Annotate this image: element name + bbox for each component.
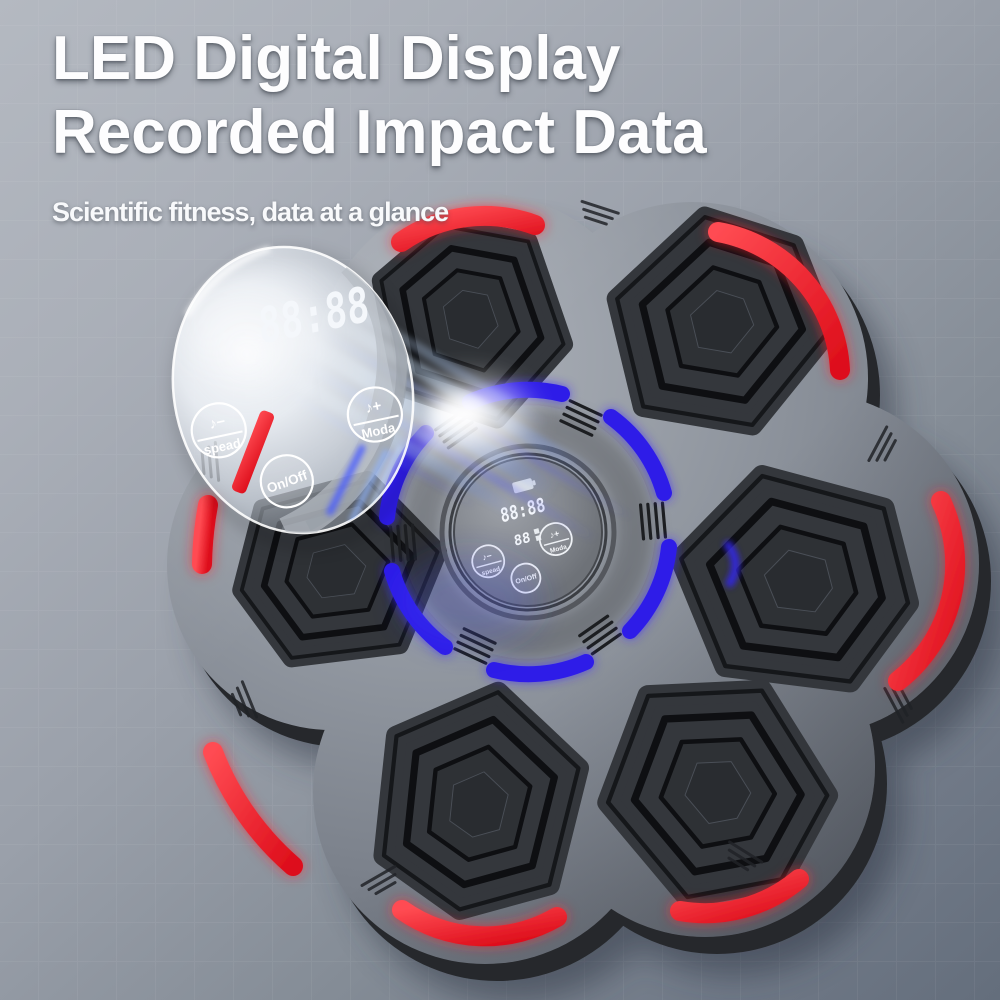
headline-line-1: LED Digital Display: [52, 24, 621, 93]
headline-line-2: Recorded Impact Data: [52, 98, 707, 167]
hub-recess: [401, 405, 655, 659]
svg-text:Moda: Moda: [549, 544, 568, 555]
lens-power-button: On/Off: [259, 454, 314, 509]
lens-sheen: [180, 278, 324, 374]
headline: LED Digital Display Recorded Impact Data: [52, 22, 707, 170]
svg-text:Moda: Moda: [360, 420, 397, 442]
hub-counter-display: 88: [513, 530, 532, 550]
blue-light-streak: [723, 540, 740, 588]
hub-mode-button[interactable]: ♪+ Moda: [536, 519, 575, 558]
music-minus-icon: ♪−: [207, 413, 227, 433]
red-led-strips: [192, 205, 966, 947]
lens-red-led-magnified: [232, 410, 274, 494]
subtitle: Scientific fitness, data at a glance: [52, 197, 449, 227]
music-plus-icon: ♪+: [364, 397, 384, 417]
magnifier-lens: 88:88 ♪− spead ♪+ Moda On/Off: [171, 245, 415, 546]
lens-light-streaks: [326, 444, 402, 523]
lens-rim-highlight: [184, 245, 272, 317]
lens-mode-button: ♪+ Moda: [346, 386, 403, 443]
light-core: [436, 396, 488, 432]
music-plus-icon: ♪+: [548, 528, 560, 540]
lens-speed-button: ♪− spead: [190, 402, 247, 459]
